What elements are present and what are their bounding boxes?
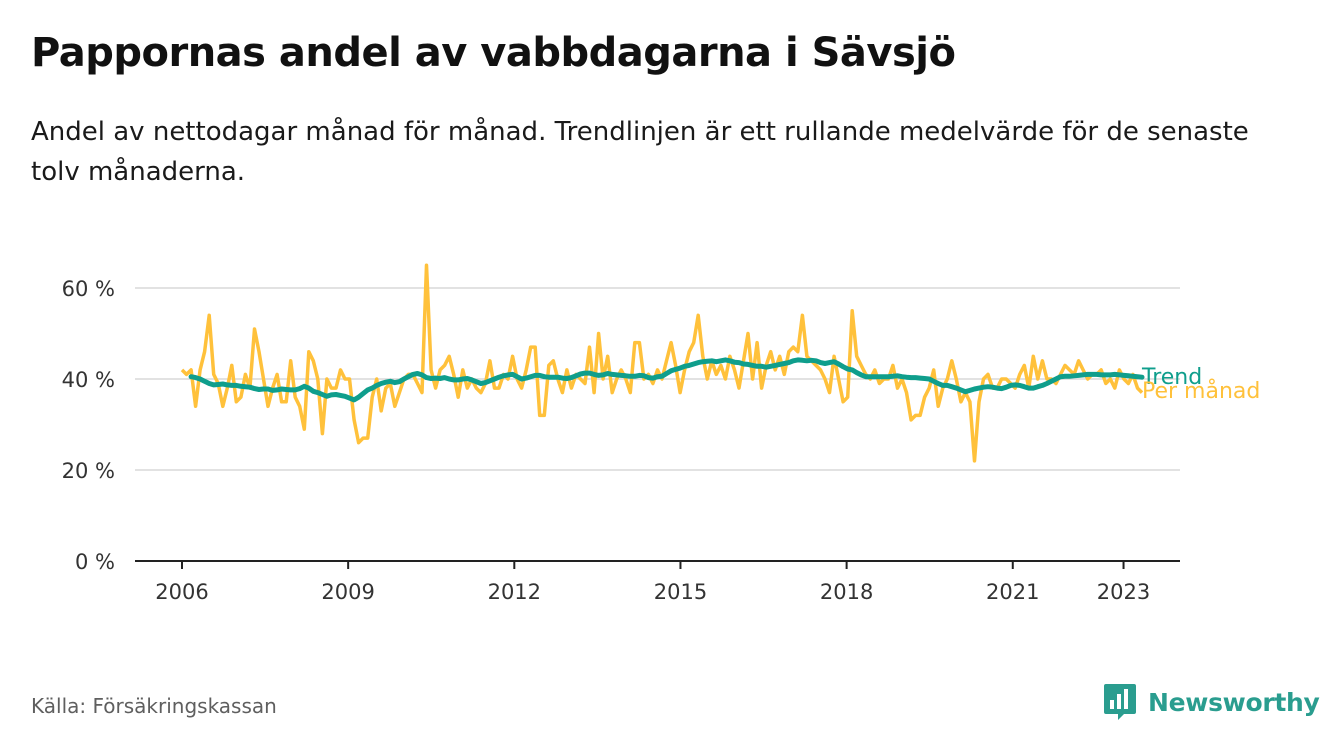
x-tick-label: 2015 <box>654 580 707 604</box>
bar-chart-icon <box>1104 684 1136 720</box>
x-tick-label: 2021 <box>986 580 1039 604</box>
gridlines <box>135 287 1180 562</box>
series-lines <box>180 263 1145 463</box>
x-tick-label: 2009 <box>321 580 374 604</box>
x-tick-label: 2012 <box>488 580 541 604</box>
y-axis-ticks: 0 % 20 % 40 % 60 % <box>62 277 115 574</box>
y-tick-label: 60 % <box>62 277 115 301</box>
source-note: Källa: Försäkringskassan <box>31 694 277 718</box>
brand-name: Newsworthy <box>1148 687 1320 717</box>
y-tick-label: 40 % <box>62 368 115 392</box>
chart-subtitle: Andel av nettodagar månad för månad. Tre… <box>31 117 1249 187</box>
series-line-per-manad <box>180 263 1144 463</box>
line-chart: 0 % 20 % 40 % 60 % 2006 2009 2012 2015 2018 2021… <box>62 263 1260 604</box>
y-tick-label: 0 % <box>75 550 115 574</box>
series-line-trend <box>188 357 1145 403</box>
chart-title: Pappornas andel av vabbdagarna i Sävsjö <box>31 30 956 76</box>
x-tick-label: 2023 <box>1097 580 1150 604</box>
x-tick-label: 2006 <box>155 580 208 604</box>
newsworthy-logo: Newsworthy <box>1102 682 1320 722</box>
x-axis-ticks: 2006 2009 2012 2015 2018 2021 2023 <box>155 561 1150 604</box>
legend-label-per-manad: Per månad <box>1142 378 1260 404</box>
x-tick-label: 2018 <box>820 580 873 604</box>
legend-label-trend: Trend <box>1141 365 1202 390</box>
y-tick-label: 20 % <box>62 459 115 483</box>
